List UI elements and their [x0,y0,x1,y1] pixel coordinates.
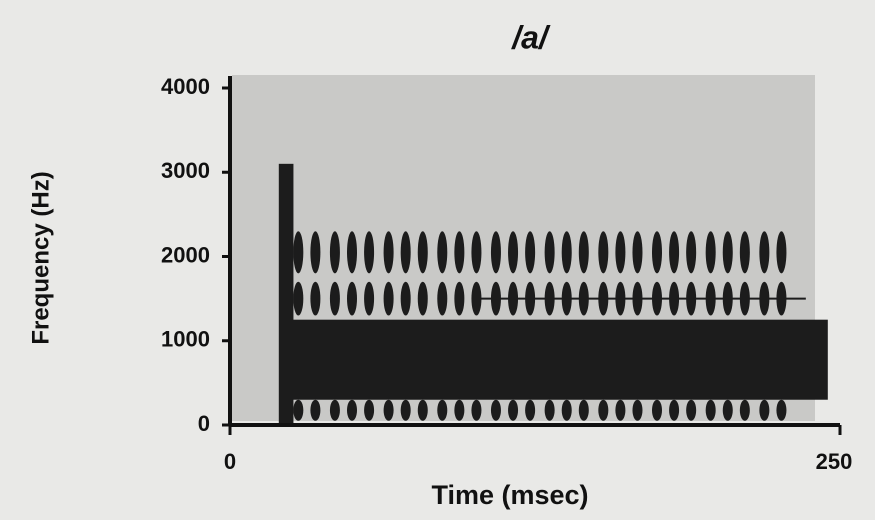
x-tick-label: 0 [224,449,236,474]
glottal-pulse [652,399,662,421]
glottal-pulse [293,231,304,274]
glottal-pulse [615,231,626,274]
glottal-pulse [776,399,787,421]
glottal-pulse [722,399,733,421]
glottal-pulse [310,399,321,421]
glottal-pulse [705,399,716,421]
glottal-pulse [525,399,536,421]
glottal-pulse [632,231,643,274]
glottal-pulse [471,231,482,274]
y-tick-label: 3000 [161,158,210,183]
glottal-pulse [652,231,662,274]
glottal-pulse [632,399,643,421]
x-axis-label: Time (msec) [431,480,588,510]
glottal-pulse [759,231,770,274]
glottal-pulse [578,399,589,421]
glottal-pulse [400,399,411,421]
y-tick-label: 0 [198,411,210,436]
glottal-pulse [310,231,321,274]
glottal-pulse [293,399,304,421]
glottal-pulse [561,231,572,274]
glottal-pulse [471,399,482,421]
glottal-pulse [347,231,357,274]
glottal-pulse [722,231,733,274]
glottal-pulse [615,399,626,421]
glottal-pulse [705,231,716,274]
glottal-pulse [400,281,411,316]
glottal-pulse [759,399,770,421]
glottal-pulse [417,231,428,274]
x-tick-label: 250 [816,449,853,474]
spectral-band [283,319,828,400]
glottal-pulse [329,281,340,316]
glottal-pulse [417,399,428,421]
y-tick-label: 2000 [161,242,210,267]
glottal-pulse [686,231,697,274]
glottal-pulse [364,231,375,274]
glottal-pulse [739,231,750,274]
glottal-pulse [400,231,411,274]
glottal-pulse [383,231,394,274]
glottal-pulse [490,231,501,274]
glottal-pulse [329,399,340,421]
glottal-pulse [293,281,304,316]
glottal-pulse [544,399,555,421]
glottal-pulse [437,399,448,421]
glottal-pulse [686,399,697,421]
glottal-pulse [471,281,482,316]
glottal-pulse [383,281,394,316]
y-axis-label: Frequency (Hz) [27,171,54,344]
y-tick-label: 1000 [161,327,210,352]
glottal-pulse [776,231,787,274]
glottal-pulse [578,231,589,274]
glottal-pulse [347,281,357,316]
glottal-pulse [383,399,394,421]
glottal-pulse [364,281,375,316]
glottal-pulse [310,281,321,316]
glottal-pulse [454,399,465,421]
glottal-pulse [669,399,680,421]
glottal-pulse [437,231,448,274]
burst [278,163,294,425]
glottal-pulse [454,231,465,274]
glottal-pulse [417,281,428,316]
chart-title: /a/ [510,19,551,55]
glottal-pulse [508,399,519,421]
glottal-pulse [490,399,501,421]
glottal-pulse [739,399,750,421]
glottal-pulse [454,281,465,316]
glottal-pulse [598,399,609,421]
glottal-pulse [669,231,680,274]
glottal-pulse [508,231,519,274]
glottal-pulse [598,231,609,274]
glottal-pulse [525,231,536,274]
glottal-pulse [329,231,340,274]
glottal-pulse [347,399,357,421]
glottal-pulse [561,399,572,421]
glottal-pulse [437,281,448,316]
glottal-pulse [364,399,375,421]
glottal-pulse [544,231,555,274]
y-tick-label: 4000 [161,74,210,99]
